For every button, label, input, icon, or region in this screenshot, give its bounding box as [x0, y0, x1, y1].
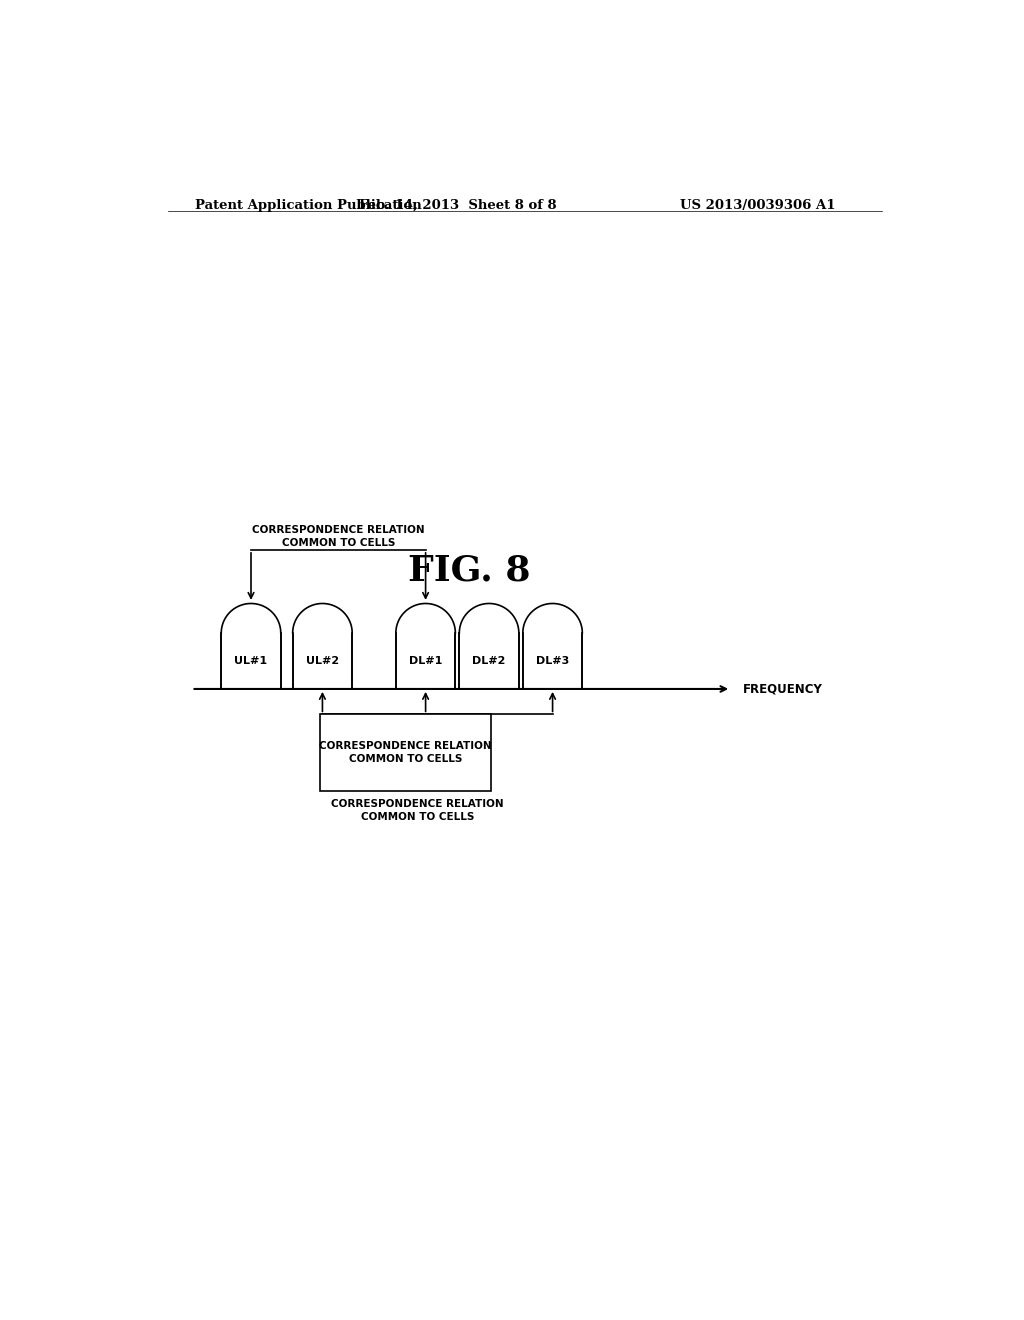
Text: DL#3: DL#3	[536, 656, 569, 667]
Bar	[523, 634, 583, 689]
Text: DL#2: DL#2	[472, 656, 506, 667]
Polygon shape	[293, 603, 352, 634]
Text: FREQUENCY: FREQUENCY	[743, 682, 823, 696]
Text: FIG. 8: FIG. 8	[408, 553, 530, 587]
Text: US 2013/0039306 A1: US 2013/0039306 A1	[680, 199, 835, 213]
Text: CORRESPONDENCE RELATION
COMMON TO CELLS: CORRESPONDENCE RELATION COMMON TO CELLS	[332, 799, 504, 822]
Bar	[293, 634, 352, 689]
Bar	[221, 634, 281, 689]
Polygon shape	[396, 603, 456, 634]
Text: Feb. 14, 2013  Sheet 8 of 8: Feb. 14, 2013 Sheet 8 of 8	[358, 199, 556, 213]
Text: CORRESPONDENCE RELATION
COMMON TO CELLS: CORRESPONDENCE RELATION COMMON TO CELLS	[252, 525, 425, 548]
Text: UL#1: UL#1	[234, 656, 267, 667]
Text: CORRESPONDENCE RELATION
COMMON TO CELLS: CORRESPONDENCE RELATION COMMON TO CELLS	[319, 741, 493, 764]
Polygon shape	[221, 603, 281, 634]
Text: UL#2: UL#2	[306, 656, 339, 667]
Bar	[321, 714, 492, 791]
Text: Patent Application Publication: Patent Application Publication	[196, 199, 422, 213]
Bar	[460, 634, 519, 689]
Polygon shape	[460, 603, 519, 634]
Text: DL#1: DL#1	[409, 656, 442, 667]
Bar	[396, 634, 456, 689]
Polygon shape	[523, 603, 583, 634]
